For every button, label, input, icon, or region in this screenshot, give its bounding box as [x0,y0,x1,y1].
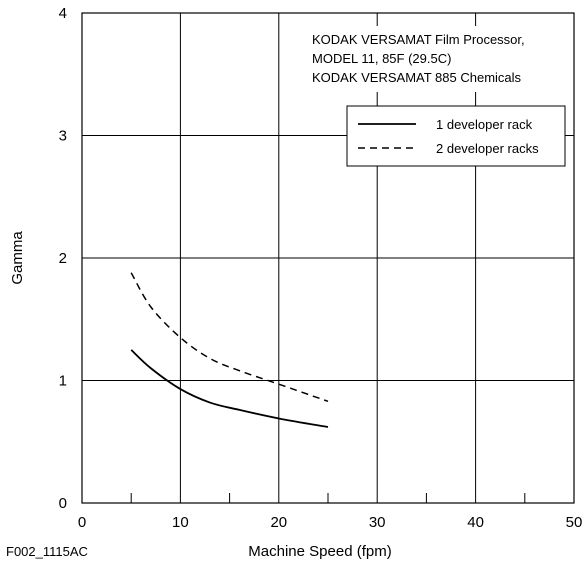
legend-label-2: 2 developer racks [436,141,539,156]
legend-label-1: 1 developer rack [436,117,533,132]
grid-lines [82,13,574,503]
series-line-1 [130,349,329,428]
x-tick-label-0: 0 [78,514,86,531]
legend: 1 developer rack 2 developer racks [346,105,566,167]
y-tick-label-1: 1 [59,373,67,390]
x-axis-label: Machine Speed (fpm) [248,543,391,560]
annotation-line-1: KODAK VERSAMAT Film Processor, [312,32,525,47]
legend-box [346,105,566,167]
axis-ticks [130,493,526,503]
y-tick-label-3: 3 [59,128,67,145]
x-tick-label-40: 40 [467,514,484,531]
x-tick-label-10: 10 [172,514,189,531]
annotation-line-2: MODEL 11, 85F (29.5C) [312,51,451,66]
annotation-line-3: KODAK VERSAMAT 885 Chemicals [312,70,522,85]
tick-labels: 0 10 20 30 40 50 0 1 2 3 4 [59,5,583,531]
y-tick-label-0: 0 [59,495,67,512]
y-axis-label: Gamma [9,231,26,285]
annotation-box [305,26,569,92]
y-tick-label-4: 4 [59,5,67,22]
x-tick-label-20: 20 [270,514,287,531]
x-tick-label-30: 30 [369,514,386,531]
figure-id: F002_1115AC [6,544,88,559]
y-tick-label-2: 2 [59,250,67,267]
series-lines [130,272,329,428]
series-line-2 [130,272,329,403]
x-tick-label-50: 50 [566,514,583,531]
